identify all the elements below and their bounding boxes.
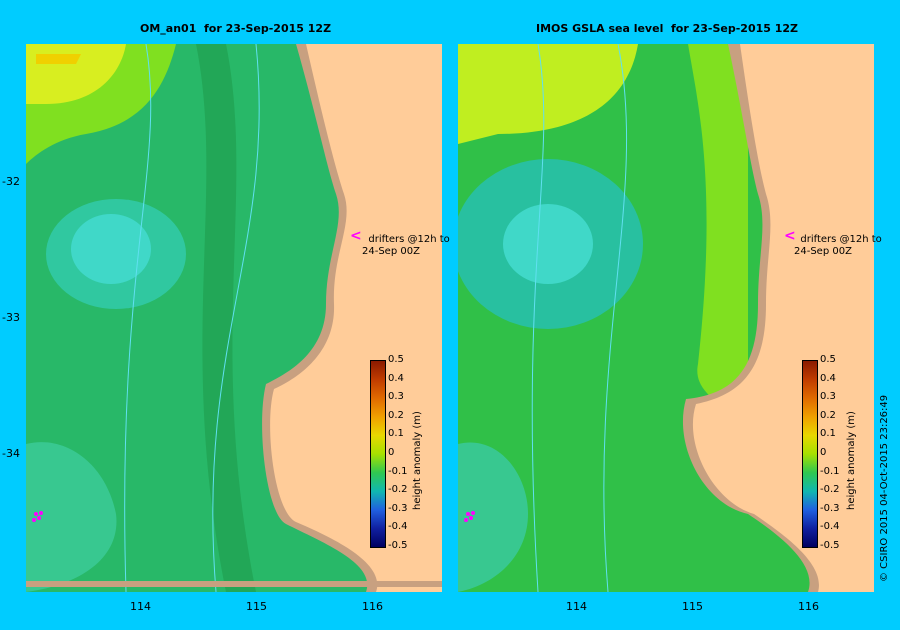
colorbar-tick-label: 0.3 <box>820 391 836 403</box>
left-drifter-label: drifters @12h to 24-Sep 00Z <box>362 234 450 257</box>
colorbar-tick-label: 0.2 <box>388 409 404 421</box>
left-panel-title: OM_an01 for 23-Sep-2015 12Z <box>140 22 332 35</box>
right-colorbar <box>802 360 818 548</box>
left-colorbar <box>370 360 386 548</box>
x-tick-label: 116 <box>362 600 383 613</box>
colorbar-tick-label: -0.2 <box>820 484 840 496</box>
colorbar-tick-label: -0.3 <box>820 502 840 514</box>
colorbar-tick-label: 0.4 <box>388 372 404 384</box>
colorbar-tick-label: -0.1 <box>388 465 408 477</box>
colorbar-tick-label: 0.5 <box>388 354 404 365</box>
south-anomaly-area <box>26 442 117 592</box>
y-tick-label: -34 <box>2 447 20 460</box>
drifter-arrow-icon: < <box>350 228 362 244</box>
colorbar-tick-label: 0.1 <box>388 428 404 440</box>
x-tick-label: 115 <box>682 600 703 613</box>
x-tick-label: 115 <box>246 600 267 613</box>
colorbar-tick-label: -0.5 <box>820 540 840 551</box>
colorbar-tick-label: 0.5 <box>820 354 836 365</box>
copyright-text: © CSIRO 2015 04-Oct-2015 23:26:49 <box>879 394 890 582</box>
colorbar-tick-label: -0.1 <box>820 465 840 477</box>
max-anomaly-spot <box>36 54 81 64</box>
eddy-inner <box>71 214 151 284</box>
right-colorbar-title: height anomaly (m) <box>846 411 857 510</box>
x-tick-label: 116 <box>798 600 819 613</box>
right-panel-title: IMOS GSLA sea level for 23-Sep-2015 12Z <box>536 22 799 35</box>
y-tick-label: -33 <box>2 311 20 324</box>
land <box>692 44 874 592</box>
colorbar-tick-label: 0 <box>388 447 395 458</box>
drifter-markers <box>464 511 475 522</box>
eddy-inner <box>503 204 593 284</box>
drifter-markers <box>32 511 43 522</box>
bathymetry-contour <box>212 44 260 592</box>
drifter-arrow-icon: < <box>784 228 796 244</box>
left-map-panel <box>26 44 442 592</box>
colorbar-tick-label: -0.4 <box>820 521 840 533</box>
mid-channel <box>196 44 256 592</box>
x-tick-label: 114 <box>566 600 587 613</box>
right-map <box>458 44 874 592</box>
colorbar-tick-label: 0.1 <box>820 428 836 440</box>
y-tick-label: -32 <box>2 175 20 188</box>
colorbar-tick-label: -0.3 <box>388 502 408 514</box>
x-tick-label: 114 <box>130 600 151 613</box>
coastal-high-anomaly <box>458 44 748 404</box>
colorbar-tick-label: 0.4 <box>820 372 836 384</box>
colorbar-tick-label: -0.4 <box>388 521 408 533</box>
bathymetry-contour <box>124 44 152 592</box>
right-drifter-label: drifters @12h to 24-Sep 00Z <box>794 234 882 257</box>
colorbar-tick-label: -0.2 <box>388 484 408 496</box>
colorbar-tick-label: -0.5 <box>388 540 408 551</box>
south-anomaly-area <box>458 442 528 592</box>
colorbar-tick-label: 0.3 <box>388 391 404 403</box>
colorbar-tick-label: 0.2 <box>820 409 836 421</box>
right-map-panel <box>458 44 874 592</box>
left-map <box>26 44 442 592</box>
land <box>270 44 442 592</box>
left-colorbar-title: height anomaly (m) <box>412 411 423 510</box>
bathymetry-contour <box>603 44 628 592</box>
high-anomaly-area <box>458 44 638 144</box>
bathymetry-contour <box>531 44 545 592</box>
colorbar-tick-label: 0 <box>820 447 827 458</box>
